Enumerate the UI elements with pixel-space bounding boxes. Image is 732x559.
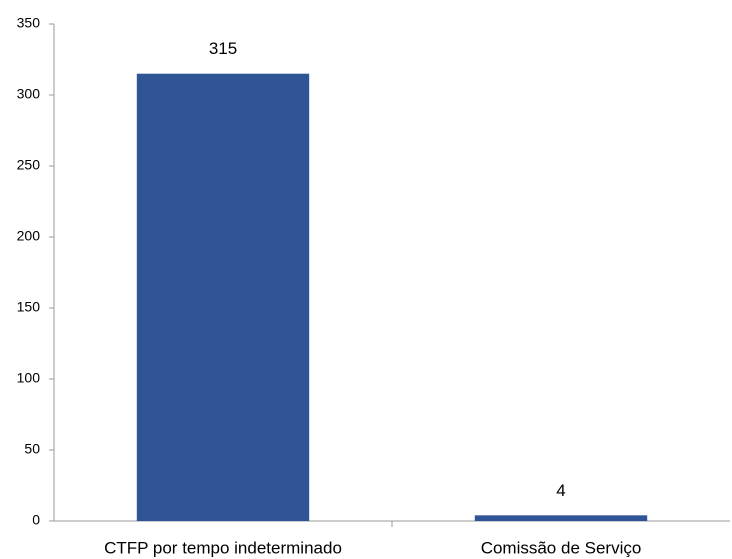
y-tick-label: 300: [17, 86, 41, 102]
bar: [136, 73, 310, 521]
data-label: 4: [556, 481, 565, 500]
y-tick-label: 50: [24, 441, 40, 457]
y-tick-label: 0: [32, 512, 40, 528]
bar: [474, 515, 648, 521]
x-tick-label: Comissão de Serviço: [481, 538, 642, 557]
data-label: 315: [209, 39, 237, 58]
y-tick-label: 350: [17, 15, 41, 31]
y-tick-label: 100: [17, 370, 41, 386]
x-tick-label: CTFP por tempo indeterminado: [104, 538, 342, 557]
y-tick-label: 200: [17, 228, 41, 244]
y-tick-label: 150: [17, 299, 41, 315]
y-tick-label: 250: [17, 157, 41, 173]
